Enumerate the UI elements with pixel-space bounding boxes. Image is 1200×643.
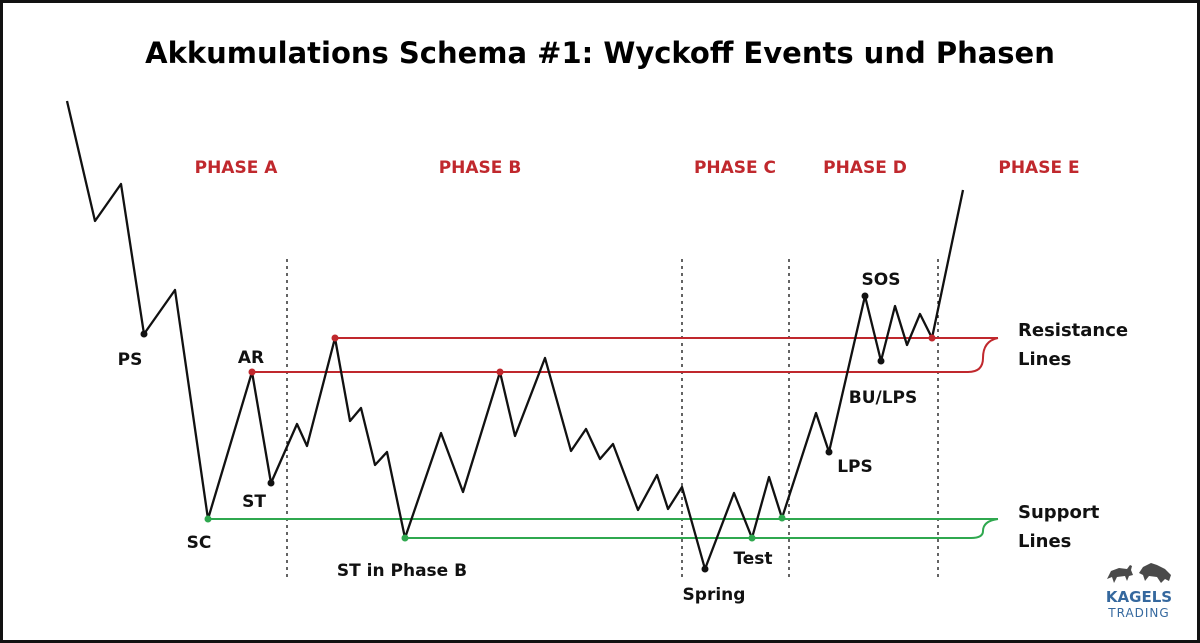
support-bracket (970, 518, 999, 539)
event-label-lps: LPS (837, 457, 873, 477)
marker-sos (861, 292, 869, 300)
brand-name: KAGELS (1106, 588, 1172, 606)
marker-st (267, 479, 275, 487)
event-label-ar: AR (238, 348, 264, 368)
support-lines (208, 518, 999, 539)
diagram-title: Akkumulations Schema #1: Wyckoff Events … (145, 36, 1055, 70)
event-label-st-phase-b: ST in Phase B (337, 561, 467, 581)
phase-c-label: PHASE C (694, 158, 776, 178)
support-label-line2: Lines (1018, 531, 1071, 552)
marker-resistance-high (331, 334, 339, 342)
resistance-label-line2: Lines (1018, 349, 1071, 370)
event-label-spring: Spring (683, 585, 746, 605)
phase-a-label: PHASE A (195, 158, 279, 178)
phase-b-label: PHASE B (439, 158, 522, 178)
brand-sub: TRADING (1107, 606, 1169, 620)
resistance-label-line1: Resistance (1018, 320, 1128, 341)
support-label-line1: Support (1018, 502, 1100, 523)
marker-test (748, 534, 756, 542)
marker-ps (140, 330, 148, 338)
resistance-bracket (967, 337, 999, 373)
event-label-bu-lps: BU/LPS (849, 388, 918, 408)
marker-ar (248, 368, 256, 376)
marker-phase-b-high (496, 368, 504, 376)
event-label-sc: SC (187, 533, 212, 553)
event-label-ps: PS (118, 350, 143, 370)
marker-sc (204, 515, 212, 523)
phase-e-label: PHASE E (998, 158, 1079, 178)
event-label-sos: SOS (862, 270, 901, 290)
phase-d-label: PHASE D (823, 158, 907, 178)
wyckoff-diagram: Akkumulations Schema #1: Wyckoff Events … (65, 36, 1172, 620)
event-markers (140, 292, 936, 573)
marker-bu-lps (877, 357, 885, 365)
bull-bear-logo-icon (1107, 563, 1171, 583)
marker-st-phase-b (401, 534, 409, 542)
marker-lps (825, 448, 833, 456)
marker-phase-d-start (778, 514, 786, 522)
phase-dividers (286, 259, 939, 578)
event-label-test: Test (733, 549, 772, 569)
marker-breakout (928, 334, 936, 342)
event-label-st: ST (242, 492, 266, 512)
marker-spring (701, 565, 709, 573)
